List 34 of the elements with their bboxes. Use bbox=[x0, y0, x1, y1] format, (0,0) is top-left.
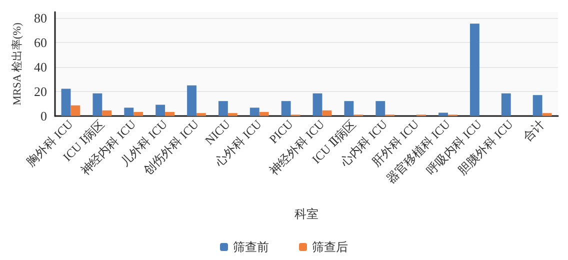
bar bbox=[344, 101, 354, 116]
bar bbox=[438, 112, 448, 116]
legend-label: 筛查前 bbox=[233, 240, 269, 254]
bar bbox=[134, 112, 144, 116]
bar bbox=[312, 93, 322, 116]
bar bbox=[259, 112, 269, 116]
bar bbox=[322, 110, 332, 116]
bar bbox=[501, 93, 511, 116]
y-tick-label: 80 bbox=[34, 10, 47, 26]
y-tick-label: 20 bbox=[34, 84, 47, 100]
bar bbox=[218, 101, 228, 116]
bar bbox=[124, 108, 134, 116]
bar bbox=[250, 108, 260, 116]
bar bbox=[92, 93, 102, 116]
bar bbox=[61, 88, 71, 116]
y-tick-label: 60 bbox=[34, 35, 47, 50]
y-axis-title: MRSA 检出率(%) bbox=[10, 22, 24, 106]
x-tick-label: 合计 bbox=[520, 117, 548, 144]
bar bbox=[70, 105, 80, 116]
bar bbox=[156, 104, 166, 116]
bar bbox=[165, 112, 174, 116]
bar bbox=[542, 113, 552, 116]
x-axis-title: 科室 bbox=[294, 207, 318, 221]
bar bbox=[196, 113, 206, 116]
bar bbox=[281, 101, 291, 116]
bar bbox=[228, 113, 238, 116]
bar bbox=[470, 24, 480, 116]
bar bbox=[532, 95, 542, 116]
y-tick-label: 0 bbox=[40, 108, 47, 124]
legend-label: 筛查后 bbox=[312, 240, 348, 254]
bar bbox=[102, 110, 112, 116]
y-tick-label: 40 bbox=[34, 60, 47, 75]
bar bbox=[376, 101, 386, 116]
bar bbox=[187, 85, 196, 116]
